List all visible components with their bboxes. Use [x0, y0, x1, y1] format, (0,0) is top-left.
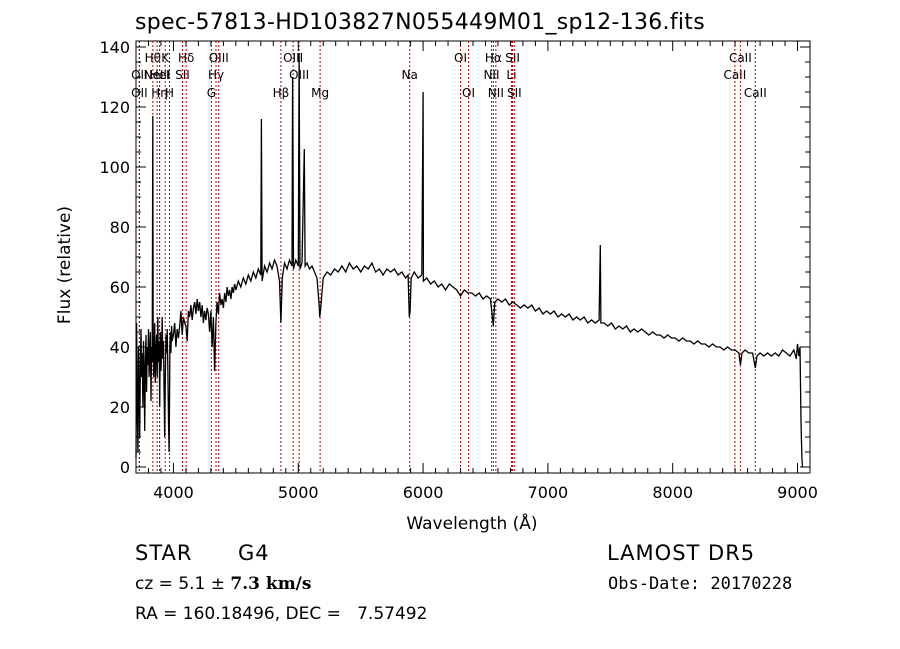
line-marker-label: Li: [506, 68, 516, 82]
x-tick-label: 7000: [528, 483, 569, 502]
y-tick-label: 100: [99, 158, 130, 177]
cz-value: cz = 5.1 ±: [135, 574, 231, 594]
line-marker-label: K: [161, 51, 170, 65]
line-marker-label: OI: [462, 86, 475, 100]
y-tick-label: 20: [110, 398, 130, 417]
x-axis: 4000 5000 6000 7000 8000 9000: [147, 41, 818, 502]
y-tick-label: 80: [110, 218, 130, 237]
coordinates: RA = 160.18496, DEC = 7.57492: [135, 604, 428, 624]
x-tick-label: 6000: [403, 483, 444, 502]
line-marker-label: Hγ: [208, 68, 224, 82]
y-tick-label: 40: [110, 338, 130, 357]
line-marker-label: Na: [402, 68, 418, 82]
observation-date: Obs-Date: 20170228: [608, 574, 793, 594]
line-marker-label: Hδ: [178, 51, 194, 65]
y-tick-label: 140: [99, 38, 130, 57]
line-marker-label: Hη: [151, 86, 168, 100]
chart-title: spec-57813-HD103827N055449M01_sp12-136.f…: [135, 10, 705, 35]
x-tick-label: 4000: [153, 483, 194, 502]
y-tick-label: 0: [120, 458, 130, 477]
line-marker-label: NII: [483, 68, 499, 82]
line-marker-label: SII: [175, 68, 190, 82]
x-tick-label: 8000: [652, 483, 693, 502]
cz-error: 7.3 km/s: [230, 574, 312, 594]
line-marker-label: OI: [454, 51, 467, 65]
x-tick-label: 9000: [777, 483, 818, 502]
object-type: STAR: [135, 541, 193, 565]
redshift-readout: cz = 5.1 ± 7.3 km/s: [135, 574, 311, 594]
plot-frame: [135, 40, 811, 474]
line-marker-label: Mg: [311, 86, 329, 100]
line-markers: OIIOIIHθNeIIIHeIHηKHSIIHδGHγOIIIHβOIIIOI…: [131, 41, 767, 473]
line-marker-label: OII: [131, 86, 148, 100]
y-tick-label: 60: [110, 278, 130, 297]
y-axis: 0 20 40 60 80 100 120 140: [99, 38, 810, 477]
x-tick-label: 5000: [278, 483, 319, 502]
line-marker-label: G: [207, 86, 216, 100]
spectral-subclass: G4: [238, 541, 270, 565]
line-marker-label: CaII: [729, 51, 752, 65]
line-marker-label: H: [165, 86, 174, 100]
line-marker-label: OIII: [283, 51, 303, 65]
line-marker-label: SII: [505, 51, 520, 65]
line-marker-label: NII: [488, 86, 504, 100]
line-marker-label: SII: [507, 86, 522, 100]
y-axis-label: Flux (relative): [55, 206, 75, 324]
spectrum-line: [135, 52, 804, 468]
y-tick-label: 120: [99, 98, 130, 117]
x-axis-label: Wavelength (Å): [406, 512, 537, 534]
line-marker-label: CaII: [723, 68, 746, 82]
line-marker-label: Hβ: [273, 86, 290, 100]
line-marker-label: OIII: [209, 51, 229, 65]
survey-release: LAMOST DR5: [607, 541, 756, 565]
line-marker-label: Hθ: [145, 51, 161, 65]
line-marker-label: CaII: [744, 86, 767, 100]
line-marker-label: NeIII: [144, 68, 171, 82]
line-marker-label: Hα: [485, 51, 502, 65]
